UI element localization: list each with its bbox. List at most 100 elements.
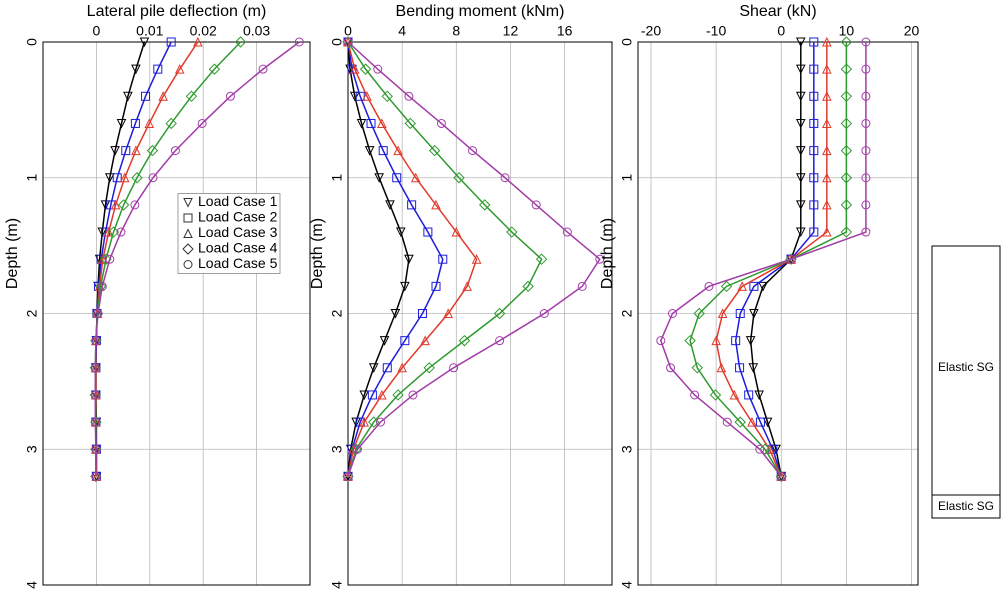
marker <box>165 117 177 130</box>
marker <box>747 416 757 427</box>
marker <box>764 444 775 454</box>
x-tick-label: 8 <box>452 23 460 39</box>
x-tick-label: 0.03 <box>243 23 270 39</box>
marker <box>668 309 678 318</box>
marker <box>748 363 759 373</box>
marker <box>423 362 435 374</box>
marker <box>709 389 722 401</box>
marker <box>420 335 430 346</box>
marker <box>183 260 193 269</box>
marker <box>840 172 853 184</box>
marker <box>375 417 385 427</box>
plot-frame <box>42 41 311 586</box>
y-tick-label: 2 <box>24 309 40 317</box>
marker <box>809 37 819 47</box>
marker <box>861 37 871 47</box>
marker <box>711 335 721 346</box>
series-line <box>347 41 478 477</box>
marker <box>479 199 491 211</box>
marker <box>404 254 414 265</box>
marker <box>153 64 163 74</box>
y-tick-label: 3 <box>329 445 345 453</box>
marker <box>97 281 107 291</box>
marker <box>193 36 203 47</box>
marker <box>385 200 395 211</box>
marker <box>861 227 871 237</box>
marker <box>100 200 111 211</box>
series-line <box>94 41 300 477</box>
marker <box>166 37 176 47</box>
marker <box>110 146 120 156</box>
marker <box>408 390 418 400</box>
marker <box>208 63 221 75</box>
y-axis-label: Depth (m) <box>599 218 616 289</box>
series-line <box>347 41 543 477</box>
marker <box>225 91 235 101</box>
marker <box>693 307 705 320</box>
marker <box>735 309 745 318</box>
marker <box>704 281 714 291</box>
marker <box>379 336 390 346</box>
marker <box>809 64 819 74</box>
marker <box>506 226 518 238</box>
marker <box>749 281 759 291</box>
marker <box>174 64 185 74</box>
marker <box>861 200 871 210</box>
marker <box>105 254 115 264</box>
marker <box>438 254 448 264</box>
marker <box>861 64 871 74</box>
marker <box>390 309 401 319</box>
marker <box>148 173 158 183</box>
marker <box>691 362 703 374</box>
marker <box>116 227 126 237</box>
marker <box>121 146 131 156</box>
marker <box>522 280 534 293</box>
marker <box>762 417 773 428</box>
marker <box>400 281 410 292</box>
marker <box>809 146 819 156</box>
marker <box>377 118 387 128</box>
marker <box>144 118 155 128</box>
marker <box>755 444 765 454</box>
marker <box>90 363 100 373</box>
marker <box>861 146 871 156</box>
series-line <box>347 41 410 477</box>
marker <box>722 417 732 427</box>
marker <box>377 389 387 400</box>
x-tick-label: 12 <box>503 23 519 39</box>
chart-title: Lateral pile deflection (m) <box>87 3 267 20</box>
marker <box>840 36 853 48</box>
marker <box>431 281 441 291</box>
marker <box>104 173 115 183</box>
plot-frame <box>347 41 613 586</box>
marker <box>417 309 427 318</box>
x-tick-label: 0.02 <box>190 23 217 39</box>
marker <box>809 91 819 101</box>
marker <box>795 200 806 211</box>
y-tick-label: 1 <box>24 174 40 182</box>
marker <box>374 173 384 183</box>
marker <box>690 390 700 400</box>
marker <box>130 200 140 210</box>
legend-label: Load Case 5 <box>198 255 278 271</box>
marker <box>443 308 453 318</box>
marker <box>90 417 100 427</box>
soil-layer <box>931 245 1001 496</box>
marker <box>822 64 832 74</box>
series-line <box>95 41 172 477</box>
marker <box>91 471 101 481</box>
marker <box>795 64 806 75</box>
marker <box>131 145 141 156</box>
marker <box>373 64 383 74</box>
marker <box>822 36 832 47</box>
marker <box>359 63 372 75</box>
marker <box>840 199 853 211</box>
marker <box>822 172 832 183</box>
chart-title: Shear (kN) <box>739 3 816 20</box>
marker <box>183 228 193 238</box>
y-tick-label: 1 <box>619 174 635 182</box>
marker <box>158 91 168 101</box>
marker <box>795 227 806 238</box>
x-tick-label: 10 <box>839 23 855 39</box>
marker <box>822 118 832 128</box>
